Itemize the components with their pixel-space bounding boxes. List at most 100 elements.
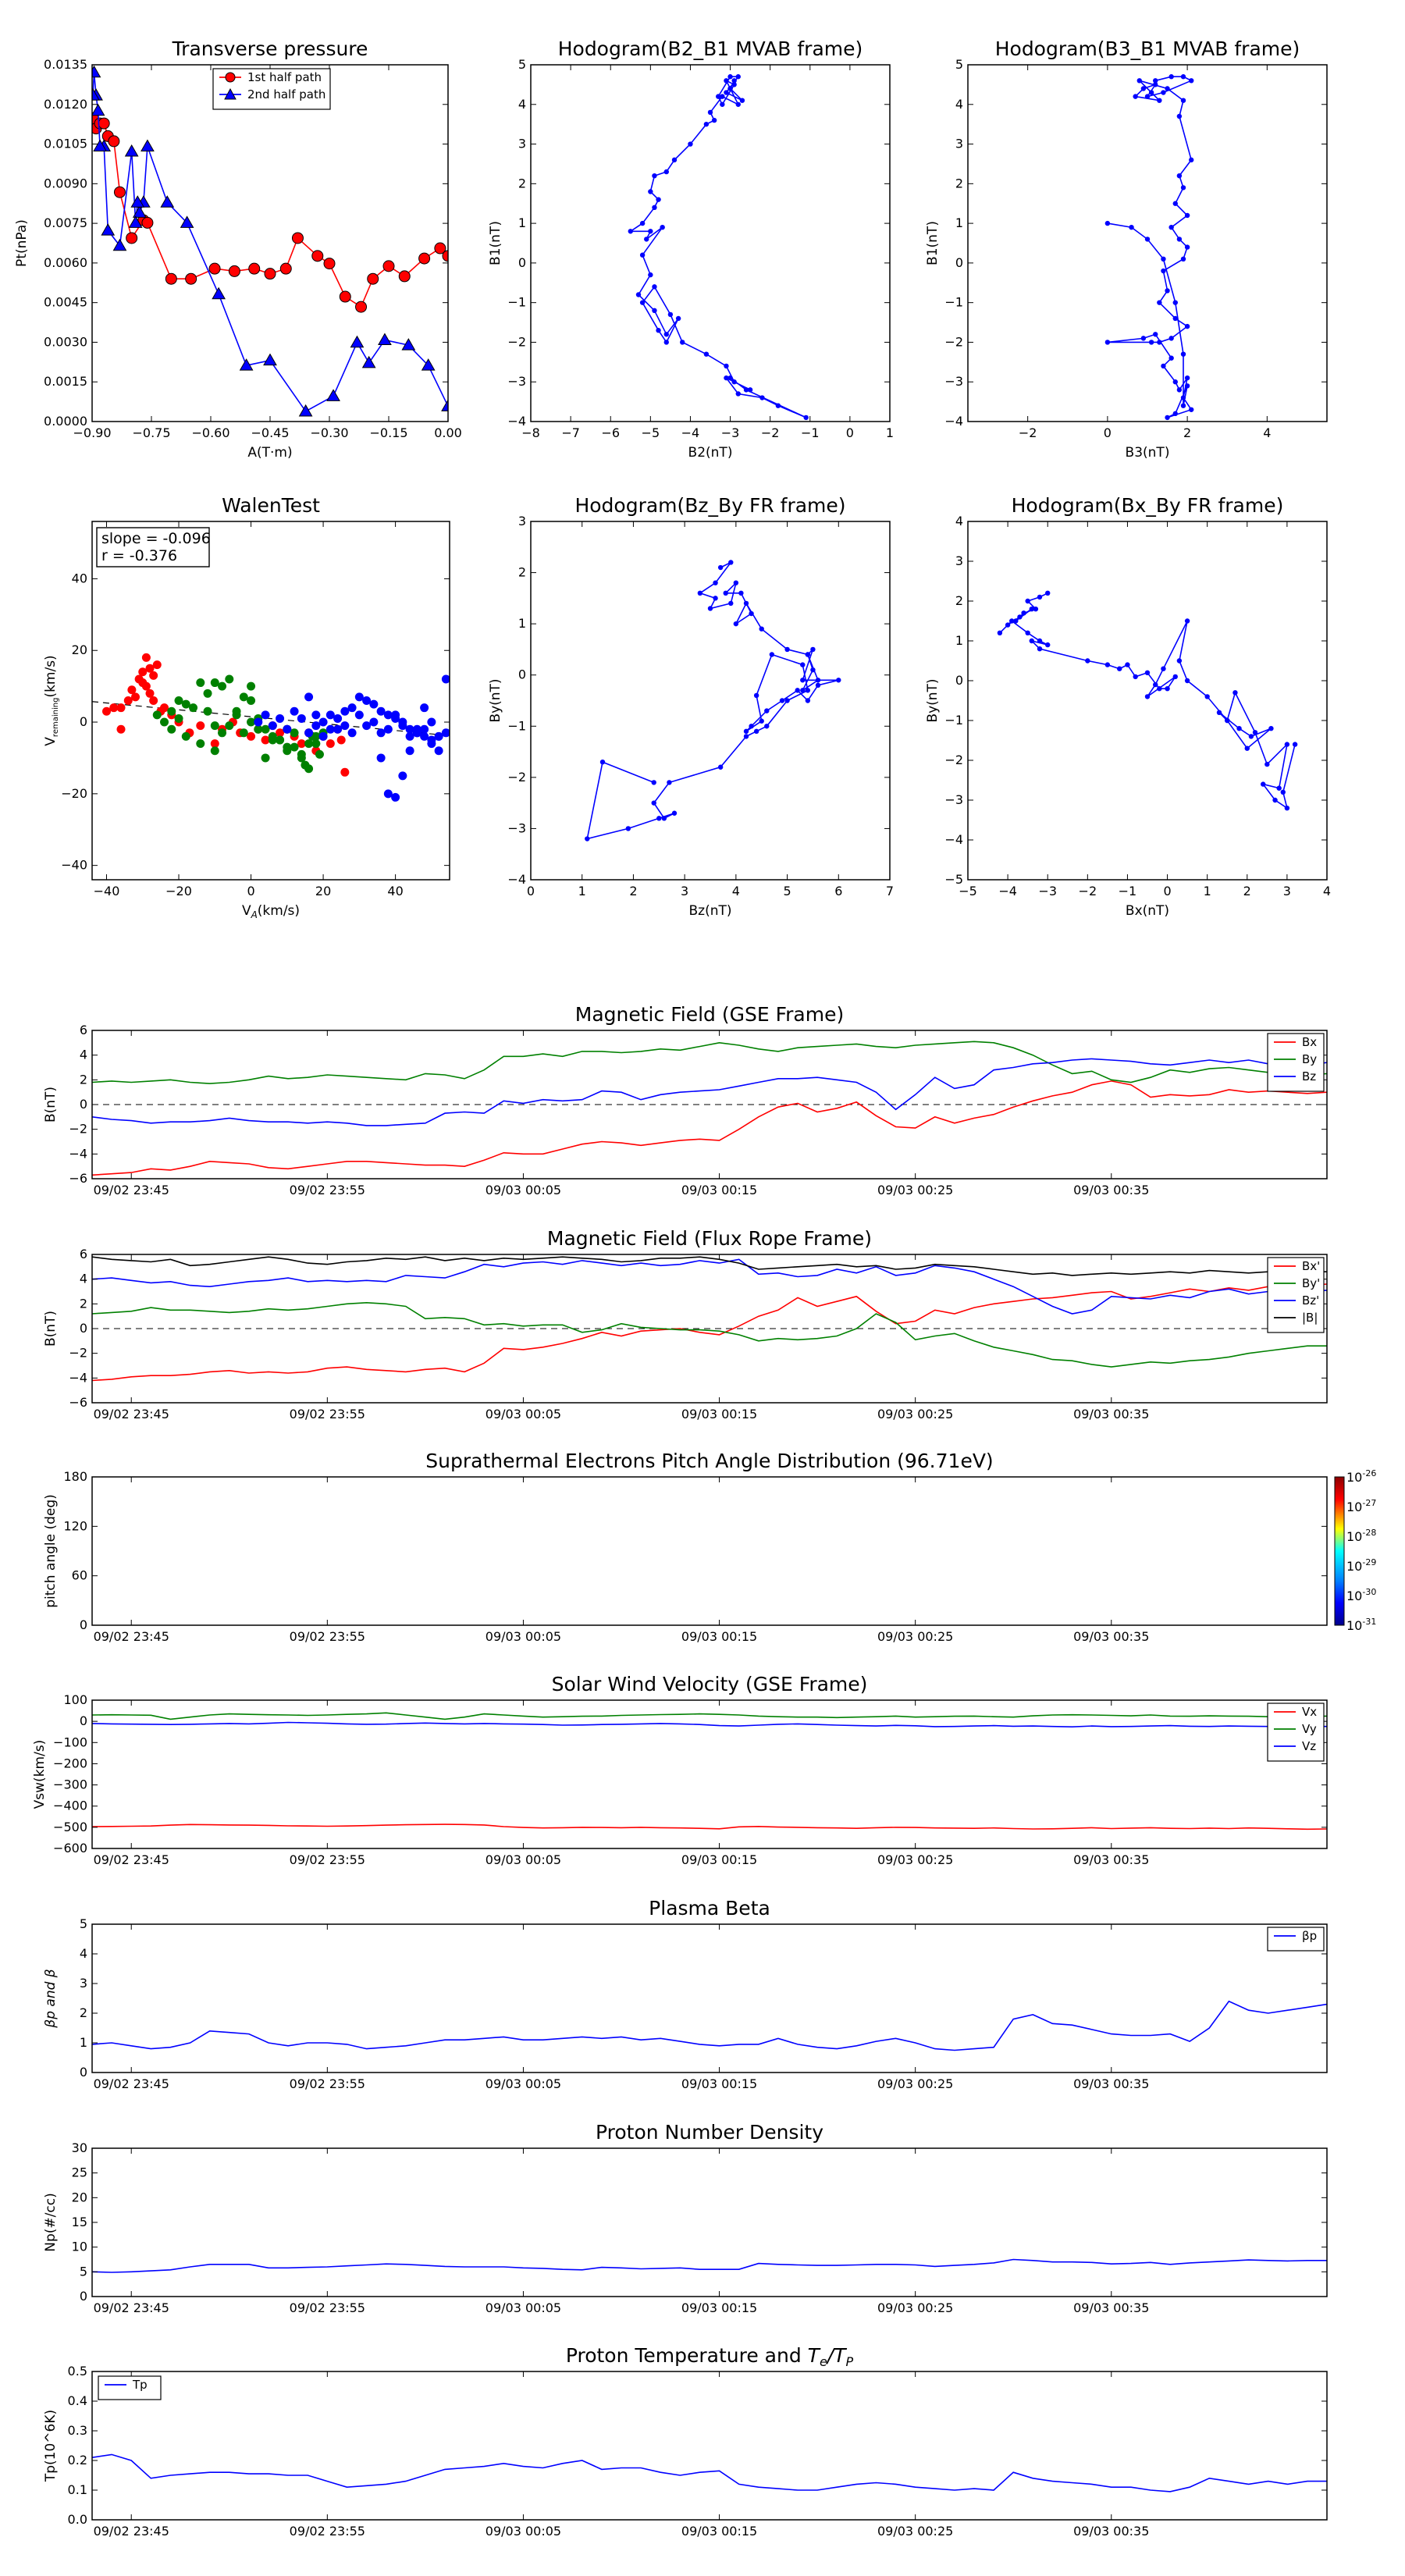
x-tick-label: −2 [761,425,780,440]
x-tick-label: 1 [1204,884,1211,898]
legend-label: Bz [1302,1069,1316,1083]
data-point [239,728,248,738]
chart-title: WalenTest [222,494,320,517]
y-tick-label: −4 [69,1370,87,1385]
x-tick-label: 09/03 00:25 [877,1629,953,1644]
colorbar-label-base: 10 [1346,1589,1362,1603]
y-tick-label: 0.0 [68,2512,87,2527]
data-point [628,229,633,234]
chart-hodogram-bz-by: Hodogram(Bz_By FR frame) 0 1 2 3 4 5 6 7 −4 −3 −2 −1… [488,494,894,919]
plot-area [1104,74,1194,421]
data-point [405,724,414,734]
chart-title: Proton Temperature and Te/TP [566,2344,854,2369]
y-axis-label: Tp(10^6K) [43,2410,59,2482]
series-line [92,1080,1327,1176]
plot-frame [91,1699,1328,1849]
data-point [753,692,759,699]
data-point [298,404,313,417]
data-point [727,74,733,80]
legend-label: Tp [132,2378,148,2392]
x-tick-label: 0 [527,884,535,898]
y-tick-label: 1 [955,215,963,230]
data-point [367,272,379,285]
legend-marker [224,87,237,100]
y-tick-label: 0 [518,255,526,270]
data-point [731,78,737,84]
data-point [1161,363,1166,369]
data-point [92,103,105,116]
y-tick-label: 2 [518,176,526,190]
data-point [276,728,285,738]
data-point [383,724,393,734]
series-line [92,1301,1327,1368]
data-point [1045,590,1051,596]
data-point [208,262,221,275]
chart-title: Proton Number Density [596,2121,823,2144]
data-point [218,728,227,738]
legend: Vx Vy Vz [1267,1703,1325,1762]
data-point [420,731,429,741]
data-point [651,780,656,785]
x-tick-label: 09/03 00:05 [486,1852,561,1867]
y-tick-label: 0 [80,1321,87,1336]
data-point [441,728,450,738]
data-point [333,713,343,723]
chart-title-part: T [808,2344,821,2367]
data-point [347,703,357,713]
y-tick-label: 0.3 [68,2423,87,2438]
series--b- [92,1256,1327,1276]
data-point [98,117,110,130]
y-tick-label: 30 [72,2140,87,2155]
legend-frame [1267,1703,1325,1762]
x-tick-label: −0.15 [369,425,407,440]
data-point [203,706,212,716]
data-point [1168,74,1174,80]
data-point [764,724,770,729]
x-tick-label: 3 [1283,884,1291,898]
data-point [688,141,693,147]
y-tick-label: 3 [955,553,963,568]
data-point [703,121,710,127]
data-point [361,355,376,368]
chart-title: Transverse pressure [172,37,368,60]
data-point [727,86,733,91]
x-tick-label: 2 [1243,884,1251,898]
data-point [218,681,227,691]
y-tick-label: 0 [80,1097,87,1112]
data-point [1264,761,1270,767]
plot-frame [91,2147,1328,2297]
data-point [1180,395,1186,400]
data-point [795,688,800,693]
x-tick-label: 09/02 23:55 [290,2076,365,2091]
data-point [247,696,256,705]
legend-label: Vz [1302,1739,1316,1753]
y-axis-label: Vremaining(km/s) [43,655,60,745]
chart-plasma-beta: Plasma Beta 09/02 23:45 09/02 23:55 09/03 0… [43,1897,1328,2091]
data-point [1009,618,1015,624]
data-point [1157,686,1162,692]
y-tick-label: −1 [944,713,963,728]
chart-title-part: Proton Temperature and [566,2344,808,2367]
data-point [225,721,234,731]
y-tick-label: 4 [80,1048,87,1062]
series-bx [92,1080,1327,1176]
data-point [152,660,162,670]
x-tick-label: 09/03 00:25 [877,2300,953,2315]
series-vy [92,1712,1327,1720]
data-point [434,746,443,756]
y-tick-label: 2 [955,176,963,190]
legend: Tp [98,2375,162,2400]
y-tick-label: 0.0015 [44,374,87,389]
data-point [639,220,646,226]
legend: Bx By Bz [1267,1033,1325,1092]
series-line [92,1256,1327,1276]
data-point [747,387,753,393]
x-tick-label: −4 [998,884,1017,898]
data-point [160,195,175,208]
data-point [304,728,314,738]
legend: 1st half path 2nd half path [212,68,331,110]
x-tick-label: 09/03 00:15 [681,2524,757,2539]
data-point [1189,407,1194,412]
data-point [1165,686,1170,692]
data-point [376,753,386,763]
